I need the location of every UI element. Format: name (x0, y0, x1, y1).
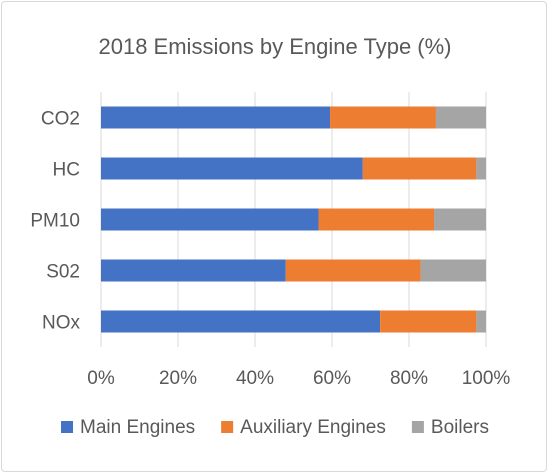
y-tick-label: HC (53, 160, 80, 181)
bar-segment (476, 157, 486, 180)
legend-swatch (411, 421, 424, 433)
x-tick-label: 80% (390, 368, 428, 389)
bar-segment (362, 157, 477, 180)
chart-title: 2018 Emissions by Engine Type (%) (99, 34, 452, 59)
legend: Main Engines Auxiliary Engines Boilers (61, 417, 489, 438)
bar-segment (101, 208, 319, 231)
x-axis: 0% 20% 40% 60% 80% 100% (87, 368, 510, 389)
bar-segment (318, 208, 435, 231)
y-tick-label: PM10 (30, 211, 80, 232)
x-tick-label: 60% (313, 368, 351, 389)
legend-label: Boilers (431, 417, 489, 438)
legend-label: Main Engines (80, 417, 195, 438)
bar-segment (330, 106, 436, 129)
bar-segment (435, 106, 486, 129)
bar-segment (420, 259, 486, 282)
y-tick-label: S02 (46, 262, 80, 283)
bar-segment (476, 310, 486, 333)
y-tick-label: NOx (42, 313, 81, 334)
x-tick-label: 40% (236, 368, 274, 389)
bar-segment (101, 259, 286, 282)
x-tick-label: 100% (462, 368, 511, 389)
bar-segment (101, 106, 331, 129)
legend-swatch (61, 421, 74, 433)
legend-swatch (221, 421, 234, 433)
legend-label: Auxiliary Engines (240, 417, 386, 438)
bar-segment (101, 310, 381, 333)
bar-segment (380, 310, 477, 333)
bar-segment (434, 208, 486, 231)
y-axis: CO2 HC PM10 S02 NOx (30, 109, 80, 334)
bar-segment (285, 259, 421, 282)
x-tick-label: 0% (87, 368, 115, 389)
bar-segment (101, 157, 363, 180)
x-tick-label: 20% (159, 368, 197, 389)
bars (101, 106, 486, 333)
y-tick-label: CO2 (41, 109, 80, 130)
